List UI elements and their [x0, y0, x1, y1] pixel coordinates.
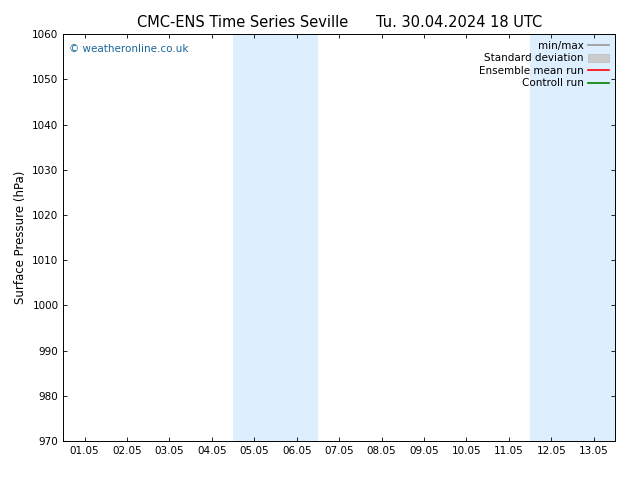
- Bar: [530, 34, 615, 441]
- Y-axis label: Surface Pressure (hPa): Surface Pressure (hPa): [14, 171, 27, 304]
- Bar: [233, 34, 318, 441]
- Title: CMC-ENS Time Series Seville      Tu. 30.04.2024 18 UTC: CMC-ENS Time Series Seville Tu. 30.04.20…: [136, 15, 542, 30]
- Legend: min/max, Standard deviation, Ensemble mean run, Controll run: min/max, Standard deviation, Ensemble me…: [475, 36, 613, 93]
- Text: © weatheronline.co.uk: © weatheronline.co.uk: [69, 45, 188, 54]
